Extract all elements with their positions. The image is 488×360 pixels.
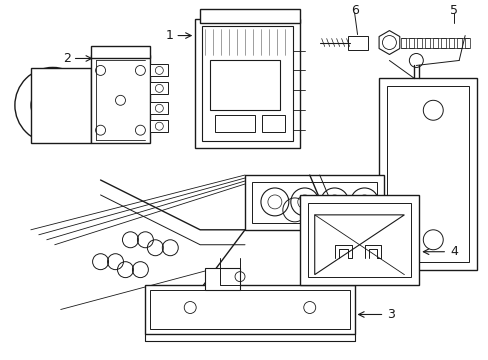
Polygon shape [401, 37, 406, 48]
Polygon shape [314, 215, 404, 275]
Polygon shape [440, 37, 446, 48]
Polygon shape [379, 78, 476, 270]
Polygon shape [150, 82, 168, 94]
Text: 2: 2 [62, 52, 71, 65]
Polygon shape [408, 37, 413, 48]
Text: 5: 5 [449, 4, 457, 17]
Text: 1: 1 [165, 29, 173, 42]
Polygon shape [90, 55, 150, 143]
Polygon shape [224, 11, 235, 21]
Polygon shape [425, 37, 429, 48]
Polygon shape [416, 37, 422, 48]
Polygon shape [205, 268, 240, 289]
Polygon shape [200, 9, 299, 23]
Polygon shape [456, 37, 461, 48]
Polygon shape [150, 102, 168, 114]
Polygon shape [347, 36, 367, 50]
Polygon shape [244, 175, 384, 230]
Polygon shape [307, 203, 410, 276]
Circle shape [31, 84, 75, 127]
Circle shape [350, 188, 378, 216]
Polygon shape [251, 182, 377, 223]
Text: 6: 6 [350, 4, 358, 17]
Circle shape [290, 188, 318, 216]
Polygon shape [150, 120, 168, 132]
Polygon shape [150, 289, 349, 329]
Polygon shape [279, 11, 289, 21]
Polygon shape [145, 285, 354, 334]
Polygon shape [264, 11, 274, 21]
Text: 3: 3 [386, 308, 394, 321]
Circle shape [320, 188, 348, 216]
Polygon shape [31, 68, 90, 143]
Polygon shape [432, 37, 437, 48]
Text: 4: 4 [449, 245, 457, 258]
Polygon shape [195, 19, 299, 148]
Polygon shape [299, 195, 419, 285]
Polygon shape [205, 11, 215, 21]
Polygon shape [90, 45, 150, 58]
Circle shape [15, 67, 90, 143]
Polygon shape [464, 37, 469, 48]
Polygon shape [448, 37, 453, 48]
Polygon shape [210, 60, 279, 110]
Circle shape [261, 188, 288, 216]
Polygon shape [244, 11, 254, 21]
Polygon shape [386, 86, 468, 262]
Polygon shape [150, 64, 168, 76]
Polygon shape [202, 26, 292, 141]
Polygon shape [215, 115, 254, 132]
Polygon shape [378, 31, 399, 54]
Polygon shape [262, 115, 285, 132]
